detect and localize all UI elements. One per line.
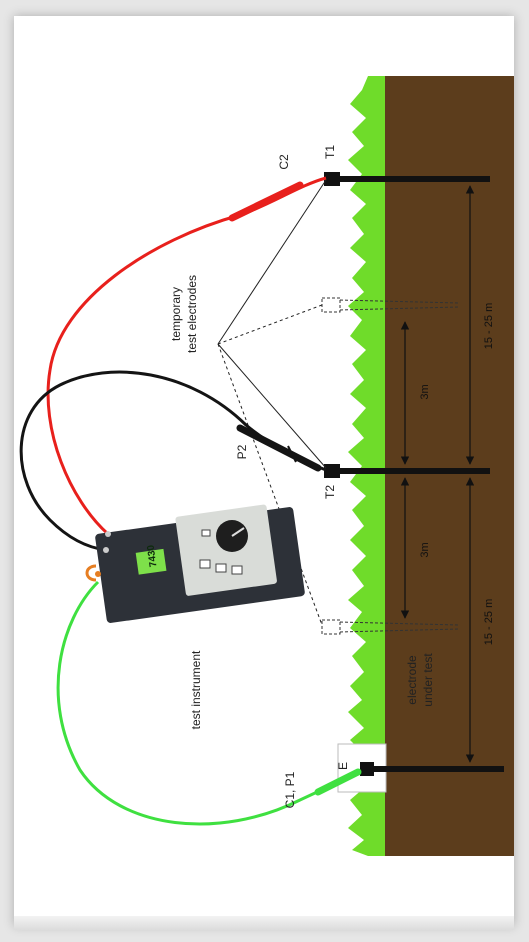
green-probe bbox=[314, 768, 362, 796]
label-t1: T1 bbox=[323, 145, 337, 159]
red-lead-c2 bbox=[46, 176, 327, 536]
label-electrode: electrode bbox=[405, 655, 419, 705]
pointer-lines bbox=[217, 179, 327, 626]
black-probe-guard bbox=[287, 445, 297, 463]
dimension-arrows bbox=[400, 185, 475, 763]
instrument-button bbox=[201, 529, 211, 537]
instrument-terminal bbox=[103, 547, 109, 553]
instrument-display-value: 7430 bbox=[145, 544, 159, 568]
electrode-t1-clamp bbox=[324, 172, 340, 186]
label-test-electrodes: test electrodes bbox=[185, 275, 199, 353]
instrument-button bbox=[215, 563, 227, 573]
label-3m-lower: 3m bbox=[419, 542, 431, 557]
label-test-instrument: test instrument bbox=[189, 650, 203, 729]
electrode-t2-rod bbox=[338, 468, 490, 474]
instrument-dial-pointer bbox=[231, 527, 245, 537]
label-15-25m-lower: 15 - 25 m bbox=[483, 599, 495, 645]
label-p2: P2 bbox=[235, 444, 249, 459]
orange-loop bbox=[85, 564, 97, 582]
instrument-button bbox=[231, 565, 243, 575]
electrode-e-rod bbox=[372, 766, 504, 772]
grass bbox=[348, 76, 385, 856]
card-shadow bbox=[14, 916, 514, 930]
electrode-e-clamp bbox=[360, 762, 374, 776]
label-temporary: temporary bbox=[169, 287, 183, 341]
alt-electrode-upper bbox=[321, 297, 461, 313]
label-3m-upper: 3m bbox=[419, 384, 431, 399]
black-probe bbox=[236, 424, 322, 472]
label-e: E bbox=[336, 762, 350, 770]
label-15-25m-upper: 15 - 25 m bbox=[483, 303, 495, 349]
instrument-terminal bbox=[105, 531, 111, 537]
red-probe bbox=[228, 181, 304, 222]
soil bbox=[368, 76, 514, 856]
label-c1-p1: C1, P1 bbox=[283, 771, 297, 808]
instrument-lcd bbox=[135, 548, 167, 575]
green-lead-c1p1 bbox=[56, 580, 331, 826]
electrode-t2-clamp bbox=[324, 464, 340, 478]
label-t2: T2 bbox=[323, 485, 337, 499]
alt-electrode-lower bbox=[321, 619, 461, 635]
instrument-button bbox=[199, 559, 211, 569]
label-c2: C2 bbox=[277, 154, 291, 170]
label-under-test: under test bbox=[421, 653, 435, 707]
electrode-t1-rod bbox=[338, 176, 490, 182]
test-instrument: 7430 bbox=[95, 504, 305, 623]
instrument-terminal bbox=[95, 571, 101, 577]
